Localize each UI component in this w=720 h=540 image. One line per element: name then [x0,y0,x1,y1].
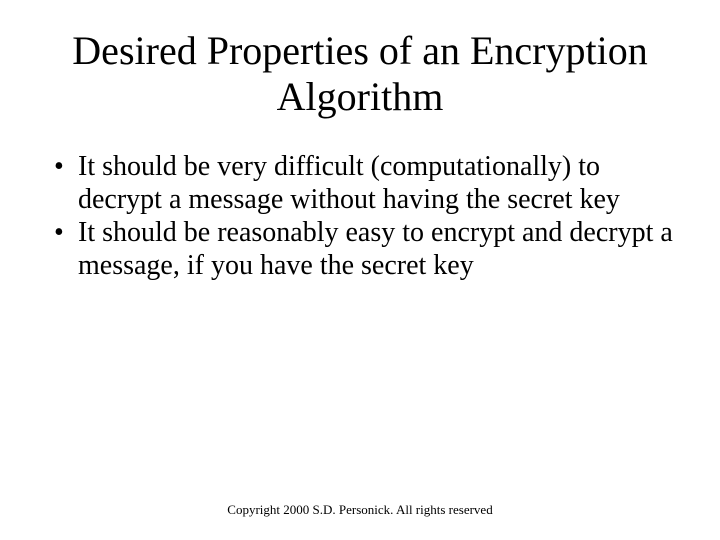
slide-title: Desired Properties of an Encryption Algo… [0,0,720,120]
bullet-item: It should be reasonably easy to encrypt … [50,216,680,282]
bullet-item: It should be very difficult (computation… [50,150,680,216]
bullet-list: It should be very difficult (computation… [0,150,720,282]
footer-copyright: Copyright 2000 S.D. Personick. All right… [0,502,720,518]
